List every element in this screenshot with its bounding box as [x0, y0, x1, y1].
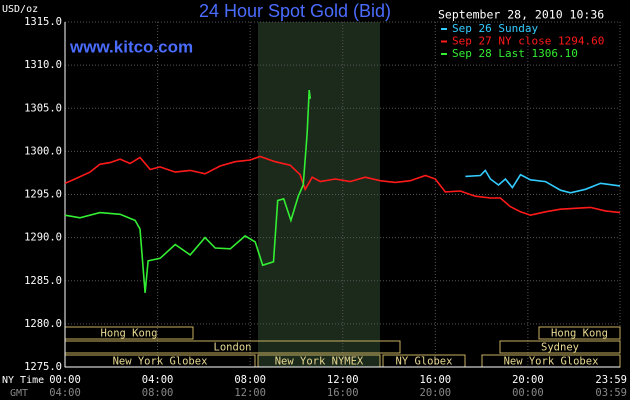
session-box: [538, 326, 621, 340]
x-tick-label: 04:00: [142, 374, 174, 386]
x-row-label: NY Time: [2, 375, 44, 386]
y-tick-label: 1305.0: [24, 102, 62, 114]
x2-tick-label: 20:00: [420, 387, 452, 399]
session-box: [499, 340, 621, 354]
y-tick-label: 1290.0: [24, 232, 62, 244]
y-tick-label: 1310.0: [24, 59, 62, 71]
x-tick-label: 08:00: [234, 374, 266, 386]
x-tick-label: 23:59: [595, 374, 627, 386]
session-label: Hong Kong: [551, 328, 608, 340]
legend-label: Sep 28 Last 1306.10: [452, 47, 578, 60]
x-tick-label: 20:00: [512, 374, 544, 386]
session-label: New York NYMEX: [275, 356, 364, 368]
x-tick-label: 12:00: [327, 374, 359, 386]
session-label: Sydney: [541, 342, 579, 354]
y-tick-label: 1275.0: [24, 361, 62, 373]
chart-title: 24 Hour Spot Gold (Bid): [199, 1, 391, 21]
x2-row-label: GMT: [10, 388, 28, 399]
y-unit: USD/oz: [2, 4, 38, 15]
session-label: Hong Kong: [101, 328, 158, 340]
y-tick-label: 1315.0: [24, 16, 62, 28]
x2-tick-label: 04:00: [49, 387, 81, 399]
x-tick-label: 16:00: [420, 374, 452, 386]
x2-tick-label: 16:00: [327, 387, 359, 399]
session-label: London: [214, 342, 252, 354]
x2-tick-label: 08:00: [142, 387, 174, 399]
session-shade: [258, 22, 380, 367]
source-url: www.kitco.com: [69, 37, 193, 56]
y-tick-label: 1280.0: [24, 318, 62, 330]
series-line: [64, 155, 621, 217]
x2-tick-label: 12:00: [234, 387, 266, 399]
y-tick-label: 1285.0: [24, 275, 62, 287]
y-tick-label: 1295.0: [24, 189, 62, 201]
x-tick-label: 00:00: [49, 374, 81, 386]
x2-tick-label: 03:59: [595, 387, 627, 399]
timestamp: September 28, 2010 10:36: [438, 8, 604, 22]
session-label: New York Globex: [113, 356, 208, 368]
x2-tick-label: 00:00: [512, 387, 544, 399]
legend-label: Sep 26 Sunday: [452, 22, 538, 35]
y-tick-label: 1300.0: [24, 145, 62, 157]
series-line: [64, 89, 312, 293]
series-line: [465, 169, 621, 194]
session-label: New York Globex: [504, 356, 599, 368]
session-label: NY Globex: [396, 356, 453, 368]
legend-label: Sep 27 NY close 1294.60: [452, 35, 604, 48]
